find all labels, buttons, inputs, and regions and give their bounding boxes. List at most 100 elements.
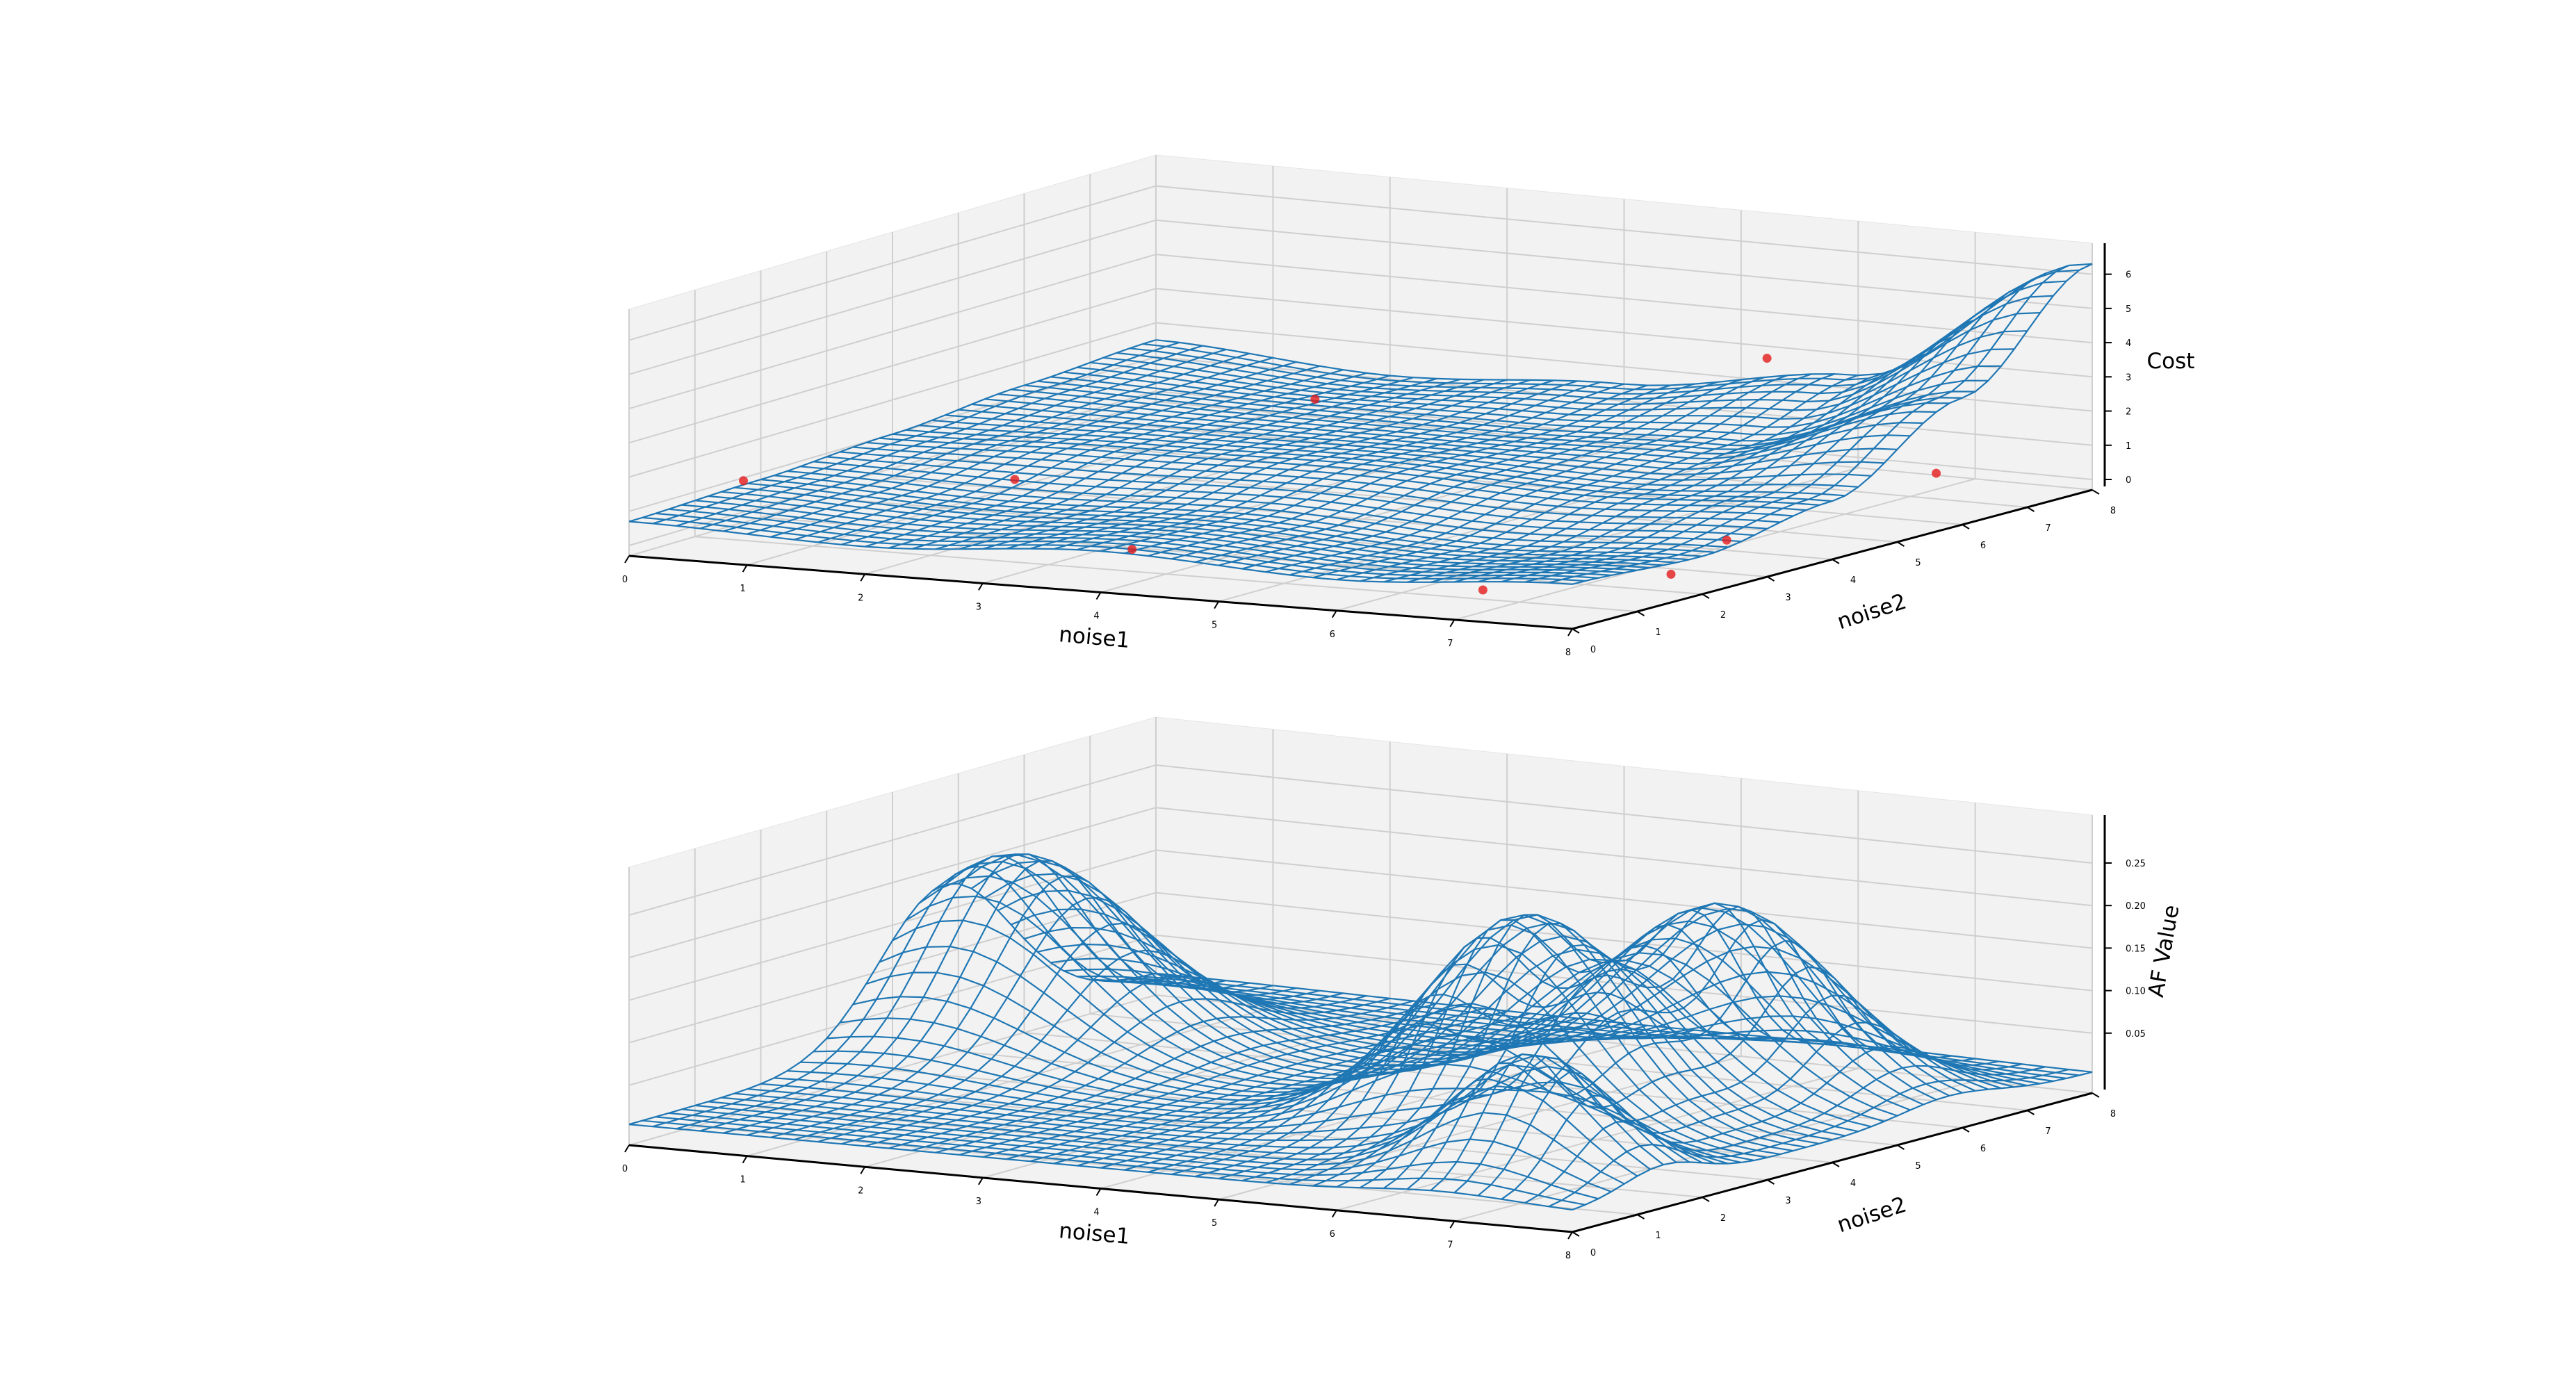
x-tick-label: 4 <box>1093 1208 1099 1218</box>
x-tick-label: 7 <box>1447 639 1453 649</box>
surface-col-line <box>723 860 1250 1134</box>
observation-point <box>739 476 749 486</box>
x-tick-label: 0 <box>622 575 628 585</box>
surface-col-line <box>1477 1021 1999 1197</box>
surface-col-line <box>1124 384 1648 555</box>
surface-col-line <box>1077 381 1601 551</box>
surface-col-line <box>841 975 1367 1145</box>
surface-col-line <box>699 348 1227 529</box>
y-tick-label: 3 <box>1785 1196 1791 1206</box>
surface-col-line <box>1241 937 1765 1182</box>
surface-col-line <box>982 1010 1508 1158</box>
x-tick-label: 6 <box>1330 1229 1335 1240</box>
x-tick-label: 7 <box>1447 1240 1453 1250</box>
x-tick-label: 5 <box>1212 1218 1217 1229</box>
z-tick-label: 0.15 <box>2126 944 2146 954</box>
y-tick-label: 0 <box>1590 1248 1596 1258</box>
surface-col-line <box>1548 265 2069 584</box>
y-tick-label: 1 <box>1655 627 1661 638</box>
surface-col-line <box>699 853 1227 1132</box>
z-tick-label: 0.25 <box>2126 859 2146 869</box>
x-tick-label: 5 <box>1212 621 1217 631</box>
y-tick-label: 2 <box>1720 1213 1726 1224</box>
x-tick-label: 0 <box>622 1164 628 1174</box>
af-value-surface-plot: 0 1 2 3 4 5 6 7 8 0 1 2 3 4 5 6 7 8 0.05 0.10 0.15 0.20 0.25 no… <box>622 716 2185 1261</box>
surface-col-line <box>1548 1069 2069 1208</box>
x-tick-label: 3 <box>976 1197 981 1207</box>
y-tick-label: 4 <box>1850 575 1856 586</box>
x-tick-label: 8 <box>1565 1251 1571 1261</box>
z-tick-label: 0.05 <box>2126 1029 2146 1040</box>
surface-col-line <box>676 855 1203 1130</box>
surface-col-line <box>1501 285 2023 583</box>
surface-col-line <box>817 949 1344 1143</box>
z-tick-label: 0.10 <box>2126 987 2146 997</box>
surface-col-line <box>652 866 1180 1128</box>
surface-col-line <box>723 352 1250 532</box>
surface-col-line <box>652 341 1180 525</box>
surface-col-line <box>1171 1022 1695 1176</box>
surface-col-line <box>1100 383 1624 552</box>
y-axis-label: noise2 <box>1834 1192 1909 1238</box>
z-axis-label: AF Value <box>2144 903 2185 999</box>
surface-col-line <box>864 375 1391 548</box>
x-tick-label: 2 <box>858 593 863 603</box>
surface-col-line <box>1572 263 2093 585</box>
observation-point <box>1666 569 1676 579</box>
surface-col-line <box>1241 376 1765 570</box>
x-tick-label: 1 <box>740 1175 745 1185</box>
observation-point <box>1722 535 1731 545</box>
x-tick-label: 8 <box>1565 648 1571 658</box>
y-tick-label: 2 <box>1720 610 1726 621</box>
surface-col-line <box>747 875 1273 1136</box>
z-tick-label: 2 <box>2126 407 2131 418</box>
surface-col-line <box>865 997 1391 1147</box>
surface-col-line <box>1006 379 1531 550</box>
y-tick-label: 7 <box>2045 523 2051 534</box>
surface-col-line <box>1312 373 1835 579</box>
surface-col-line <box>1430 336 1953 583</box>
surface-col-line <box>1430 966 1953 1192</box>
surface-col-line <box>1383 919 1905 1189</box>
observation-point <box>1010 475 1020 484</box>
surface-col-line <box>817 369 1344 543</box>
surface-col-line <box>1148 384 1672 557</box>
surface-col-line <box>911 1003 1437 1151</box>
surface-col-line <box>1006 1012 1531 1160</box>
surface-col-line <box>747 356 1273 535</box>
surface-col-line <box>911 377 1437 550</box>
surface-col-line <box>1194 993 1718 1178</box>
y-tick-label: 7 <box>2045 1126 2051 1137</box>
z-tick-label: 6 <box>2126 270 2131 281</box>
surface-col-line <box>1406 939 1929 1190</box>
y-axis-label: noise2 <box>1834 589 1909 635</box>
surface-col-line <box>1029 1015 1554 1163</box>
y-tick-label: 8 <box>2110 1109 2116 1119</box>
surface-col-line <box>1289 914 1812 1185</box>
surface-col-line <box>1029 379 1554 550</box>
z-axis-label: Cost <box>2147 349 2195 374</box>
surface-col-line <box>1265 375 1788 573</box>
z-tick-label: 4 <box>2126 338 2131 349</box>
surface-col-line <box>1336 902 1859 1188</box>
y-tick-label: 0 <box>1590 645 1596 655</box>
x-tick-label: 4 <box>1093 611 1099 622</box>
z-tick-label: 1 <box>2126 441 2131 452</box>
surface-col-line <box>628 882 1157 1126</box>
surface-col-line <box>1289 373 1812 576</box>
surface-col-line <box>1524 272 2046 583</box>
surface-col-line <box>1148 1027 1672 1173</box>
surface-col-line <box>959 1008 1484 1156</box>
x-tick-label: 1 <box>740 584 745 594</box>
y-tick-label: 4 <box>1850 1179 1856 1189</box>
surface-col-line <box>628 339 1157 523</box>
surface-col-line <box>770 361 1297 538</box>
surface-col-line <box>840 372 1367 545</box>
surface-col-line <box>935 378 1461 550</box>
surface-col-line <box>1336 375 1859 581</box>
surface-col-line <box>1360 372 1882 582</box>
y-tick-label: 5 <box>1915 1161 1921 1172</box>
surface-col-line <box>1407 352 1929 583</box>
observation-point <box>1762 354 1772 363</box>
